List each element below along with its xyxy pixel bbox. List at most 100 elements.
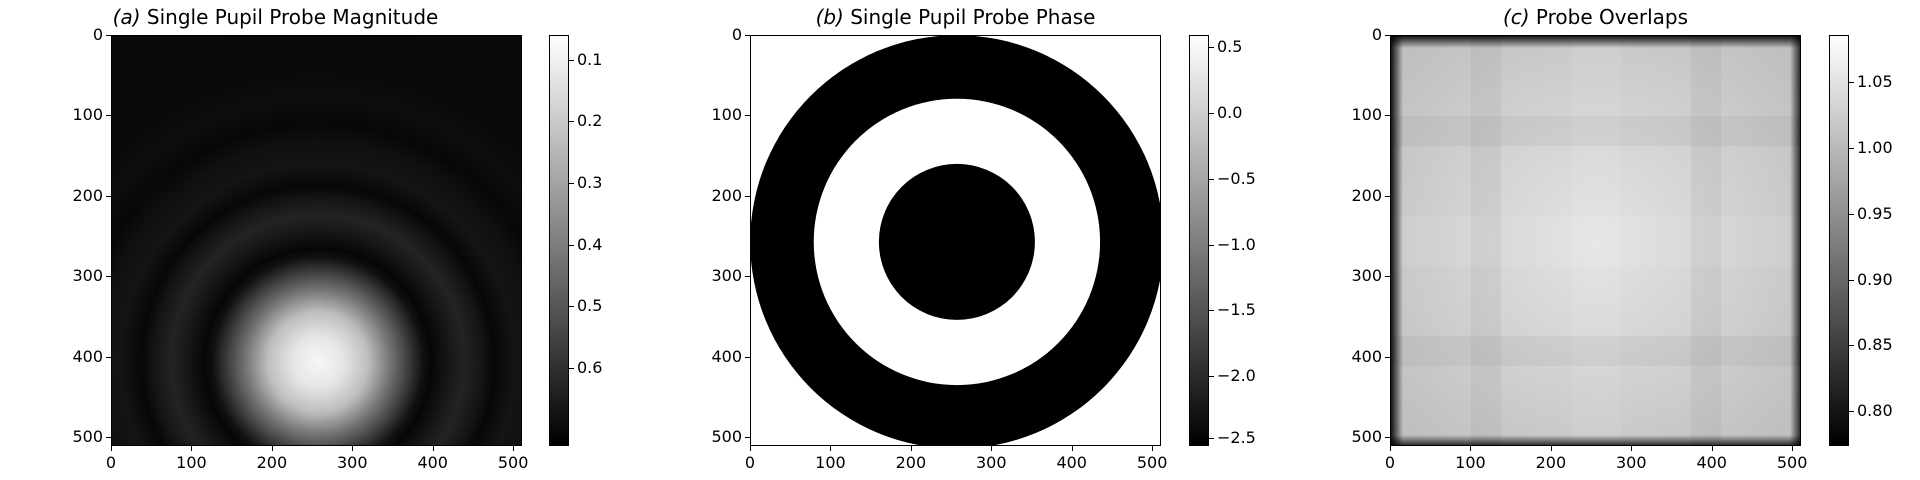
panel-a-title-prefix: (a) (112, 5, 141, 29)
panel-a-magnitude-field (112, 36, 521, 445)
y-tick-mark (745, 195, 750, 197)
y-tick-label: 500 (72, 427, 103, 447)
x-tick-mark (513, 446, 515, 451)
y-tick-mark (1385, 437, 1390, 439)
y-tick-label: 300 (711, 266, 742, 286)
y-tick-mark (745, 356, 750, 358)
x-tick-label: 0 (744, 453, 756, 472)
y-tick-label: 0 (92, 25, 103, 44)
x-tick-label: 400 (1056, 453, 1087, 472)
x-tick-mark (1071, 446, 1073, 451)
y-tick-mark (106, 115, 111, 117)
panel-b-title-text: Single Pupil Probe Phase (843, 5, 1096, 29)
x-tick-mark (1792, 446, 1794, 451)
y-tick-label: 400 (72, 346, 103, 366)
x-tick-label: 300 (976, 453, 1007, 472)
x-tick-label: 200 (1535, 453, 1567, 472)
colorbar-tick-label: −1.0 (1217, 234, 1256, 254)
x-tick-mark (991, 446, 993, 451)
x-tick-mark (1390, 446, 1391, 451)
y-tick-label: 500 (711, 427, 742, 447)
y-tick-mark (1385, 35, 1390, 36)
panel-b-colorbar (1189, 35, 1209, 446)
y-tick-label: 300 (1351, 266, 1382, 286)
x-tick-label: 400 (1696, 453, 1727, 472)
panel-c-title-prefix: (c) (1502, 5, 1530, 29)
y-tick-label: 0 (731, 25, 742, 44)
panel-c-colorbar (1829, 35, 1849, 446)
panel-b-image (750, 35, 1161, 446)
x-tick-label: 100 (176, 453, 207, 472)
colorbar-tick-label: 0.0 (1217, 103, 1243, 123)
y-tick-label: 300 (72, 266, 103, 286)
y-tick-label: 500 (1351, 427, 1382, 447)
colorbar-tick-label: 0.80 (1857, 401, 1893, 421)
y-tick-mark (106, 35, 111, 36)
colorbar-tick-mark (569, 121, 574, 123)
x-tick-label: 400 (417, 453, 448, 472)
x-tick-mark (111, 446, 112, 451)
y-tick-mark (745, 437, 750, 439)
colorbar-tick-label: 0.2 (577, 111, 603, 131)
x-tick-label: 100 (1455, 453, 1486, 472)
y-tick-label: 400 (711, 346, 742, 366)
colorbar-tick-label: 0.3 (577, 172, 603, 192)
y-tick-mark (745, 35, 750, 36)
x-tick-label: 300 (337, 453, 368, 472)
colorbar-tick-mark (1209, 310, 1214, 312)
colorbar-tick-mark (1849, 148, 1854, 150)
x-tick-label: 0 (105, 453, 117, 472)
colorbar-tick-mark (569, 306, 574, 308)
colorbar-tick-mark (1209, 437, 1214, 439)
y-tick-mark (745, 115, 750, 117)
colorbar-tick-mark (1209, 376, 1214, 378)
y-tick-label: 100 (72, 105, 103, 125)
colorbar-tick-label: 0.1 (577, 49, 603, 69)
panel-c-overlap-field (1391, 36, 1800, 445)
colorbar-tick-label: 0.90 (1857, 269, 1893, 289)
y-tick-mark (106, 437, 111, 439)
colorbar-tick-mark (1209, 244, 1214, 246)
colorbar-tick-mark (569, 367, 574, 369)
x-tick-label: 500 (1776, 453, 1808, 472)
x-tick-mark (432, 446, 434, 451)
colorbar-tick-mark (569, 244, 574, 246)
colorbar-tick-mark (1209, 113, 1214, 115)
colorbar-tick-label: −2.0 (1217, 366, 1256, 386)
y-tick-label: 0 (1371, 25, 1382, 44)
x-tick-label: 0 (1384, 453, 1396, 472)
x-tick-label: 500 (497, 453, 529, 472)
y-tick-mark (1385, 356, 1390, 358)
x-tick-mark (910, 446, 912, 451)
panel-a-title-text: Single Pupil Probe Magnitude (140, 5, 439, 29)
x-tick-mark (1711, 446, 1713, 451)
y-tick-mark (106, 195, 111, 197)
panel-a-colorbar (549, 35, 569, 446)
panel-a: (a) Single Pupil Probe Magnitude (60, 0, 603, 480)
x-tick-label: 300 (1616, 453, 1647, 472)
y-tick-mark (745, 276, 750, 278)
colorbar-tick-mark (1209, 178, 1214, 180)
panel-a-title: (a) Single Pupil Probe Magnitude (70, 5, 481, 29)
y-tick-label: 100 (1351, 105, 1382, 125)
colorbar-tick-mark (569, 59, 574, 61)
x-tick-mark (1152, 446, 1154, 451)
colorbar-tick-label: 0.5 (577, 296, 603, 316)
x-tick-mark (830, 446, 832, 451)
y-tick-mark (1385, 115, 1390, 117)
panel-b-title: (b) Single Pupil Probe Phase (750, 5, 1161, 29)
colorbar-tick-label: 1.05 (1857, 72, 1893, 92)
colorbar-tick-mark (1849, 279, 1854, 281)
y-tick-label: 200 (711, 185, 742, 205)
colorbar-tick-label: 0.6 (577, 357, 603, 377)
y-tick-label: 200 (1351, 185, 1382, 205)
panel-b: (b) Single Pupil Probe Phase 0 100 200 300 4… (700, 0, 1260, 480)
colorbar-tick-label: 0.85 (1857, 335, 1893, 355)
x-tick-mark (1550, 446, 1552, 451)
colorbar-tick-mark (569, 182, 574, 184)
x-tick-label: 200 (256, 453, 288, 472)
phase-ring-3 (878, 163, 1035, 320)
x-tick-label: 100 (815, 453, 846, 472)
colorbar-tick-mark (1849, 82, 1854, 84)
y-tick-label: 100 (711, 105, 742, 125)
